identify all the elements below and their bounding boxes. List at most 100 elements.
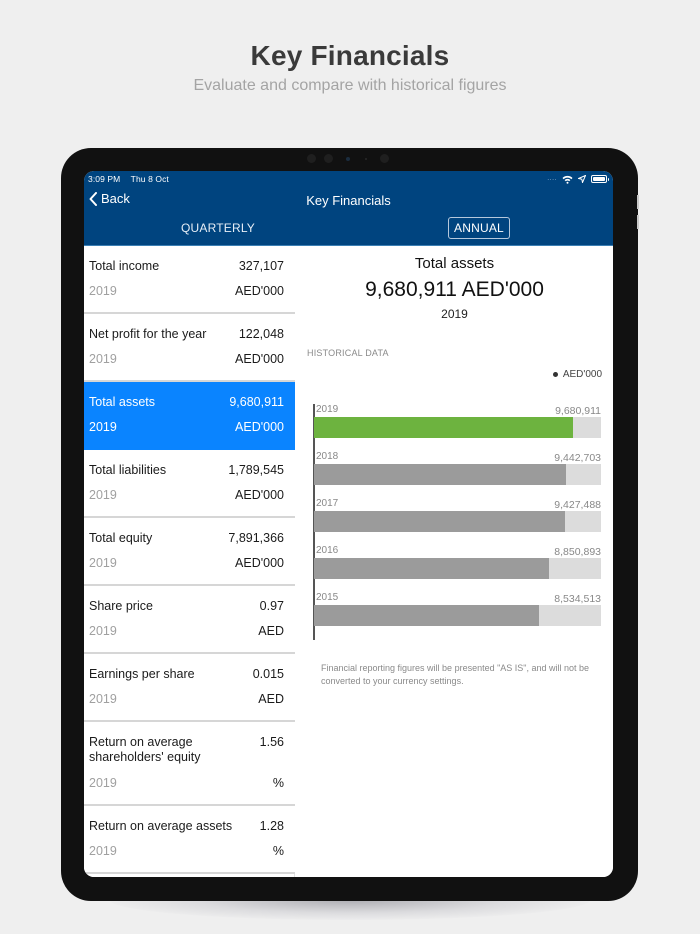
bar-2019: 2019 9,680,911	[314, 404, 601, 444]
metric-row-total-income[interactable]: Total income 327,107 2019 AED'000	[84, 246, 295, 314]
bar-year: 2018	[316, 451, 339, 462]
metric-value: 7,891,366	[228, 531, 284, 545]
metric-value: 1.56	[259, 735, 284, 749]
back-button[interactable]: Back	[89, 191, 130, 206]
app-screen: 3:09 PM Thu 8 Oct .... Back Key Financia…	[84, 171, 613, 877]
bar-value: 9,680,911	[555, 405, 601, 417]
back-label: Back	[101, 191, 130, 206]
legend-dot-icon	[552, 372, 558, 377]
bar-fill	[314, 605, 540, 626]
bar-year: 2017	[316, 498, 339, 509]
bar-value: 8,850,893	[554, 546, 601, 558]
bar-value: 9,427,488	[554, 499, 601, 511]
metric-label: Earnings per share	[89, 667, 195, 681]
bar-fill	[314, 464, 566, 485]
metric-year: 2019	[89, 624, 117, 638]
status-bar: 3:09 PM Thu 8 Oct	[88, 174, 177, 184]
tab-quarterly[interactable]: QUARTERLY	[180, 221, 256, 235]
metric-value: 1.28	[259, 819, 284, 833]
metric-value: 327,107	[238, 259, 284, 273]
bar-track	[314, 511, 601, 532]
metric-label: Return on average assets	[89, 819, 233, 833]
bar-2016: 2016 8,850,893	[314, 545, 601, 585]
metric-row-return-on-assets[interactable]: Return on average assets 1.28 2019 %	[84, 806, 295, 874]
metric-value: 1,789,545	[228, 463, 284, 477]
detail-value: 9,680,911 AED'000	[365, 278, 544, 301]
bar-2017: 2017 9,427,488	[314, 498, 601, 538]
bar-fill	[314, 511, 566, 532]
metric-year: 2019	[89, 352, 117, 366]
metric-unit: %	[272, 844, 284, 858]
metric-label: Total income	[89, 259, 160, 273]
metric-label: Total liabilities	[89, 463, 167, 477]
metric-row-total-assets[interactable]: Total assets 9,680,911 2019 AED'000	[84, 382, 295, 450]
metric-year: 2019	[89, 844, 117, 858]
metrics-list[interactable]: Total income 327,107 2019 AED'000 Net pr…	[84, 246, 295, 877]
detail-year: 2019	[441, 307, 468, 321]
metric-label: Total assets	[89, 395, 156, 409]
bar-fill	[314, 558, 549, 579]
navigation-header: 3:09 PM Thu 8 Oct .... Back Key Financia…	[84, 171, 613, 246]
bar-year: 2016	[316, 545, 339, 556]
chart-legend: AED'000	[552, 369, 602, 380]
bar-2018: 2018 9,442,703	[314, 451, 601, 491]
metric-unit: AED'000	[235, 352, 284, 366]
location-arrow-icon	[578, 175, 586, 183]
metric-row-earnings-per-share[interactable]: Earnings per share 0.015 2019 AED	[84, 654, 295, 722]
tab-annual[interactable]: ANNUAL	[448, 217, 510, 239]
bar-track	[314, 464, 601, 485]
hero-subtitle: Evaluate and compare with historical fig…	[193, 77, 507, 94]
metric-value: 122,048	[238, 327, 284, 341]
bar-fill	[314, 417, 574, 438]
metric-unit: AED'000	[235, 488, 284, 502]
metric-year: 2019	[89, 776, 117, 790]
currency-disclaimer: Financial reporting figures will be pres…	[321, 663, 590, 686]
status-date: Thu 8 Oct	[130, 174, 169, 184]
detail-panel: Total assets 9,680,911 AED'000 2019 HIST…	[296, 246, 613, 877]
wifi-icon	[562, 175, 573, 184]
historical-data-label: HISTORICAL DATA	[307, 348, 389, 358]
side-button	[637, 215, 639, 229]
metric-unit: AED'000	[235, 284, 284, 298]
metric-year: 2019	[89, 556, 117, 570]
metric-label: Share price	[89, 599, 153, 613]
detail-title: Total assets	[414, 255, 495, 272]
metric-row-total-equity[interactable]: Total equity 7,891,366 2019 AED'000	[84, 518, 295, 586]
metric-value: 9,680,911	[229, 395, 284, 409]
bar-track	[314, 558, 601, 579]
camera-sensor	[307, 154, 316, 163]
metric-unit: AED'000	[235, 556, 284, 570]
bar-value: 9,442,703	[554, 452, 601, 464]
metric-year: 2019	[89, 488, 117, 502]
battery-icon	[591, 175, 609, 183]
metric-year: 2019	[89, 284, 117, 298]
hero-title: Key Financials	[250, 40, 450, 71]
camera-dot	[365, 158, 367, 160]
metric-row-net-profit[interactable]: Net profit for the year 122,048 2019 AED…	[84, 314, 295, 382]
status-time: 3:09 PM	[88, 174, 121, 184]
signal-dots-icon: ....	[547, 175, 557, 182]
metric-row-total-liabilities[interactable]: Total liabilities 1,789,545 2019 AED'000	[84, 450, 295, 518]
historical-bar-chart: 2019 9,680,911 2018 9,442,703 2017 9,427…	[313, 404, 603, 640]
metric-label: Net profit for the year	[89, 327, 207, 341]
chart-axis	[313, 404, 315, 640]
metric-row-return-on-equity[interactable]: Return on average shareholders' equity 1…	[84, 722, 295, 806]
metric-label: Total equity	[89, 531, 153, 545]
bar-track	[314, 417, 601, 438]
bar-track	[314, 605, 601, 626]
camera-sensor	[380, 154, 389, 163]
metric-unit: AED	[258, 624, 284, 638]
nav-title: Key Financials	[306, 193, 391, 208]
camera-lens	[346, 157, 350, 161]
status-icons: ....	[547, 174, 609, 184]
bar-year: 2015	[316, 592, 339, 603]
metric-value: 0.015	[252, 667, 284, 681]
bar-year: 2019	[316, 404, 339, 415]
bar-2015: 2015 8,534,513	[314, 592, 601, 632]
metric-year: 2019	[89, 692, 117, 706]
metric-unit: AED'000	[235, 420, 284, 434]
camera-sensor	[324, 154, 333, 163]
metric-value: 0.97	[259, 599, 284, 613]
bar-value: 8,534,513	[554, 593, 601, 605]
metric-row-share-price[interactable]: Share price 0.97 2019 AED	[84, 586, 295, 654]
